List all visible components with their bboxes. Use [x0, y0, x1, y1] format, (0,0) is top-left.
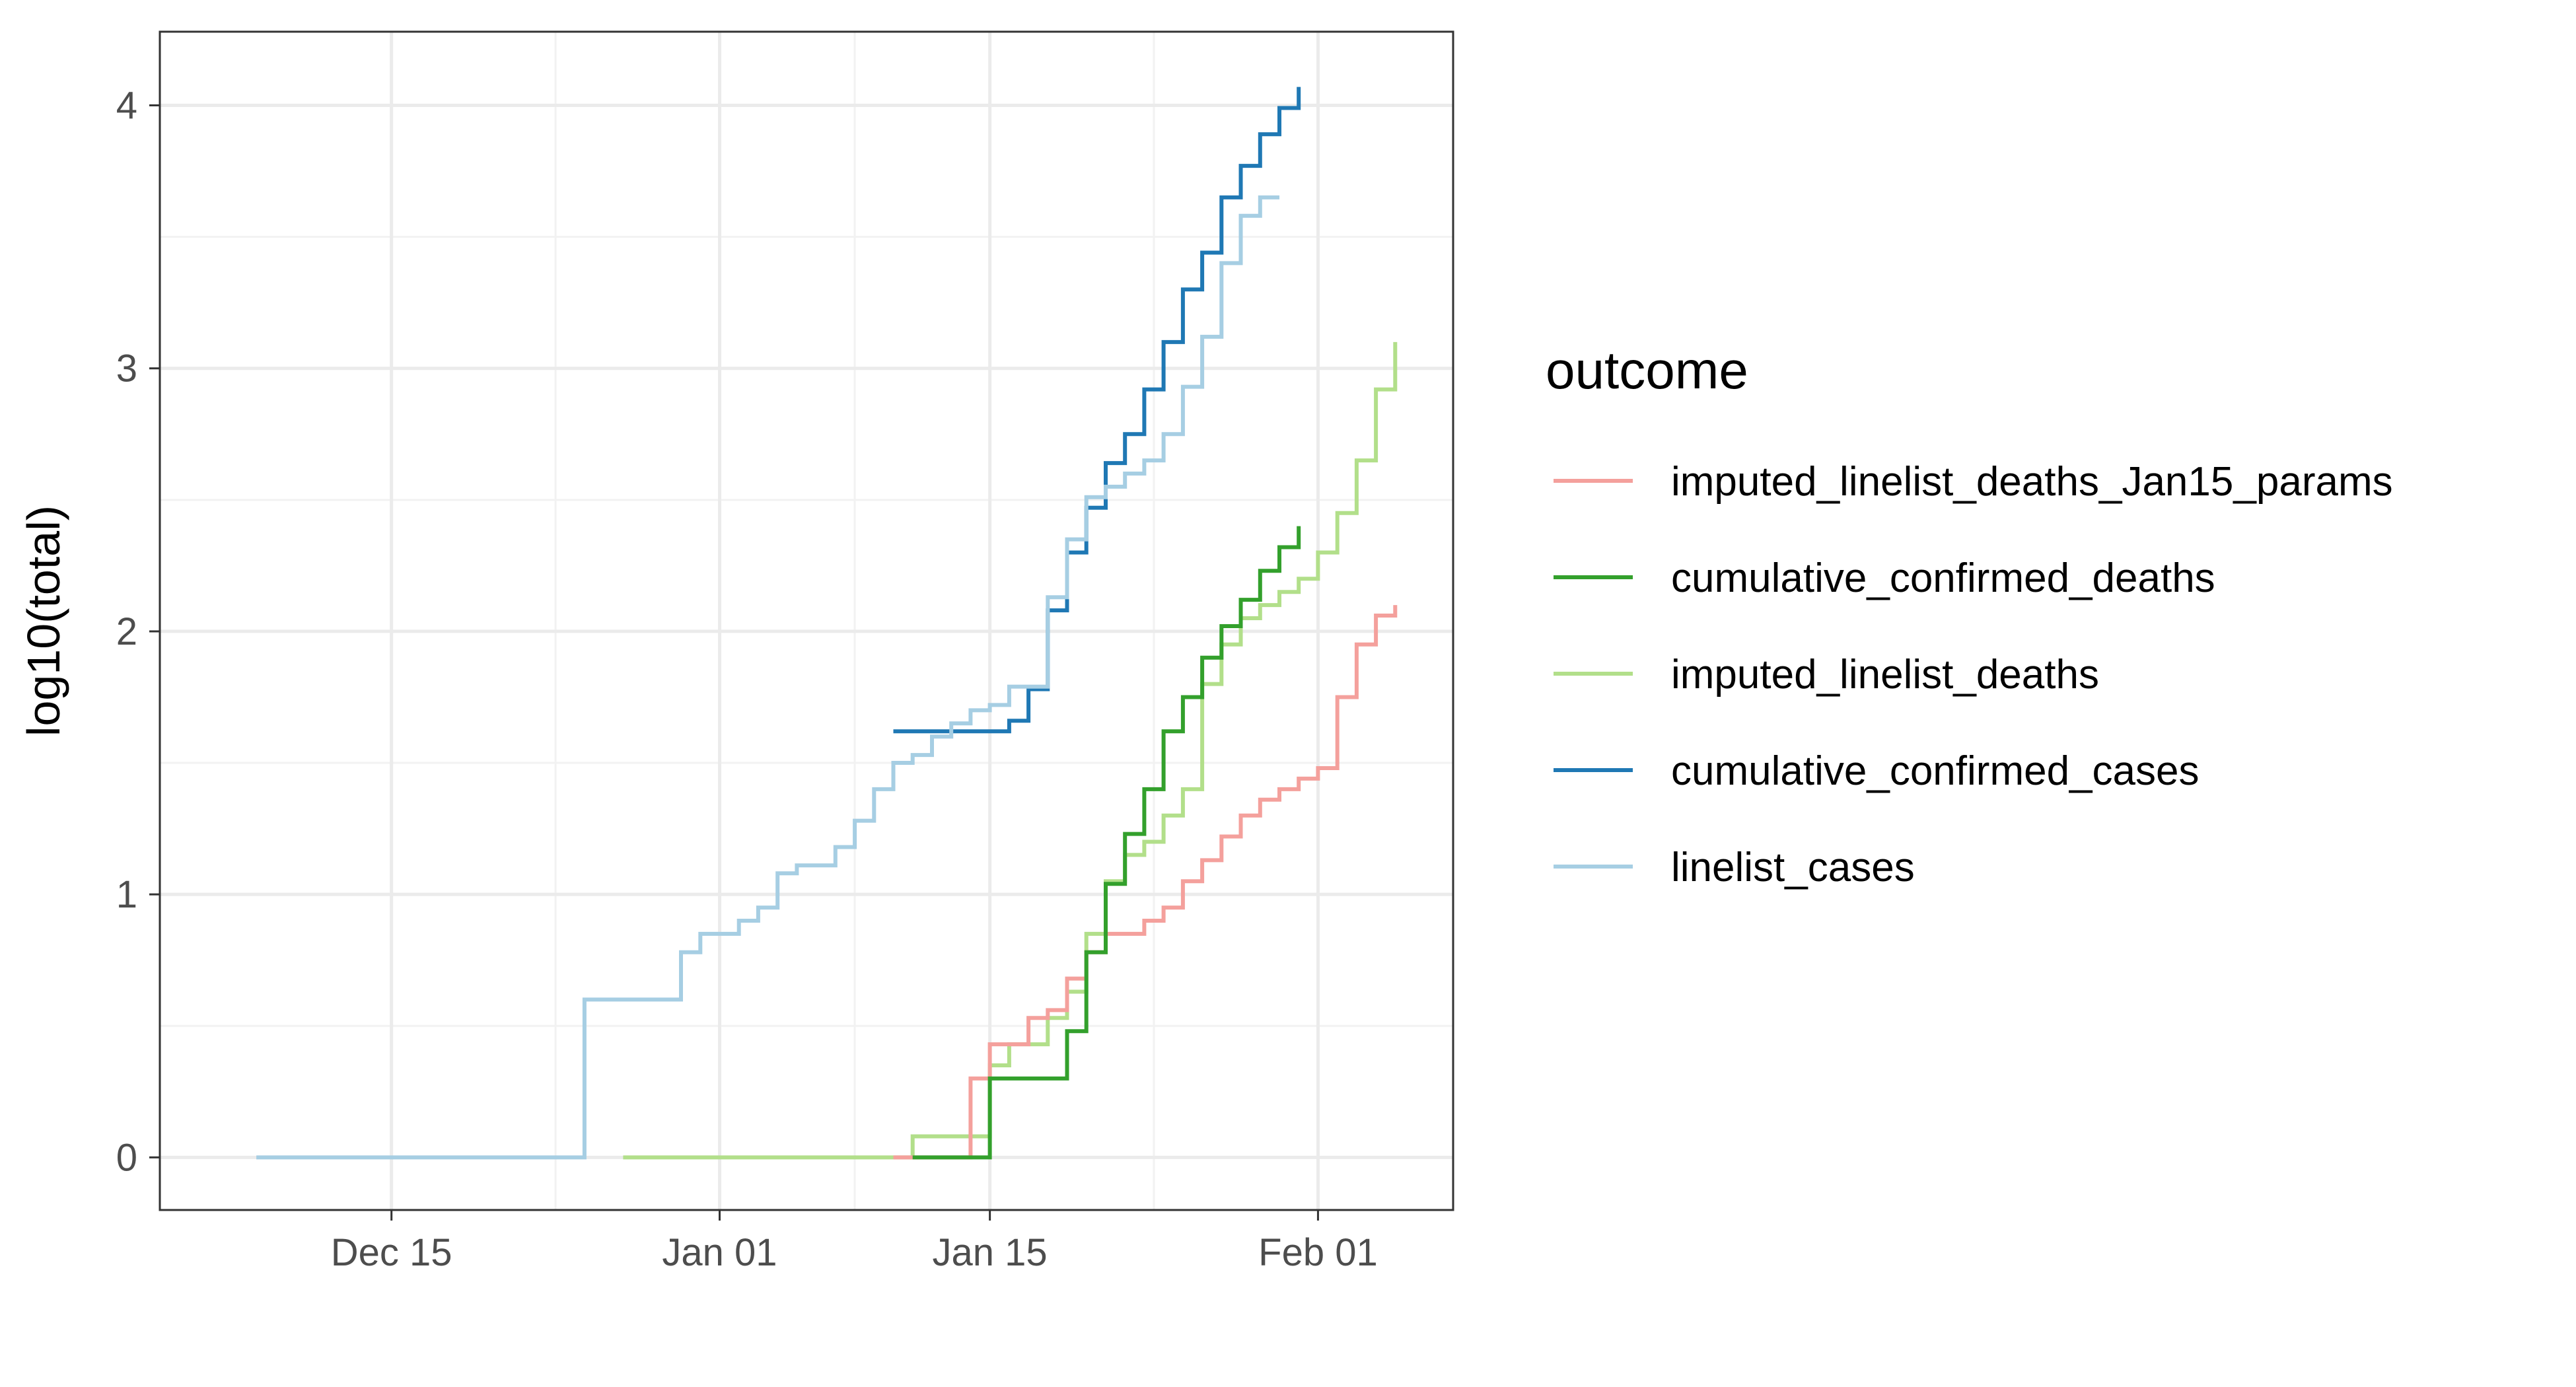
legend: outcome imputed_linelist_deaths_Jan15_pa…	[1546, 341, 2393, 890]
x-tick-label: Jan 15	[933, 1231, 1048, 1274]
y-tick-label: 0	[116, 1136, 137, 1179]
x-axis: Dec 15 Jan 01 Jan 15 Feb 01	[331, 1210, 1378, 1274]
legend-label: cumulative_confirmed_deaths	[1671, 555, 2215, 601]
series-layer	[256, 87, 1398, 1160]
legend-label: cumulative_confirmed_cases	[1671, 748, 2200, 794]
minor-gridlines	[160, 32, 1453, 1210]
x-tick-label: Feb 01	[1258, 1231, 1378, 1274]
legend-label: imputed_linelist_deaths_Jan15_params	[1671, 459, 2393, 505]
series-line-linelist-cases	[256, 195, 1279, 1160]
plot-panel-border	[159, 30, 1454, 1211]
legend-title: outcome	[1546, 341, 1748, 400]
y-tick-label: 1	[116, 873, 137, 916]
legend-label: imputed_linelist_deaths	[1671, 652, 2099, 697]
y-axis-title: log10(total)	[18, 505, 69, 736]
x-tick-label: Jan 01	[662, 1231, 777, 1274]
y-tick-label: 2	[116, 610, 137, 653]
series-line-cumulative-confirmed-deaths	[912, 526, 1301, 1160]
legend-label: linelist_cases	[1671, 845, 1915, 890]
y-tick-label: 3	[116, 347, 137, 390]
x-tick-label: Dec 15	[331, 1231, 452, 1274]
series-line-imputed-linelist-deaths	[623, 341, 1398, 1160]
y-axis: 0 1 2 3 4	[116, 85, 160, 1179]
y-tick-label: 4	[116, 85, 137, 127]
series-line-imputed-linelist-deaths-Jan15-params	[893, 605, 1398, 1160]
